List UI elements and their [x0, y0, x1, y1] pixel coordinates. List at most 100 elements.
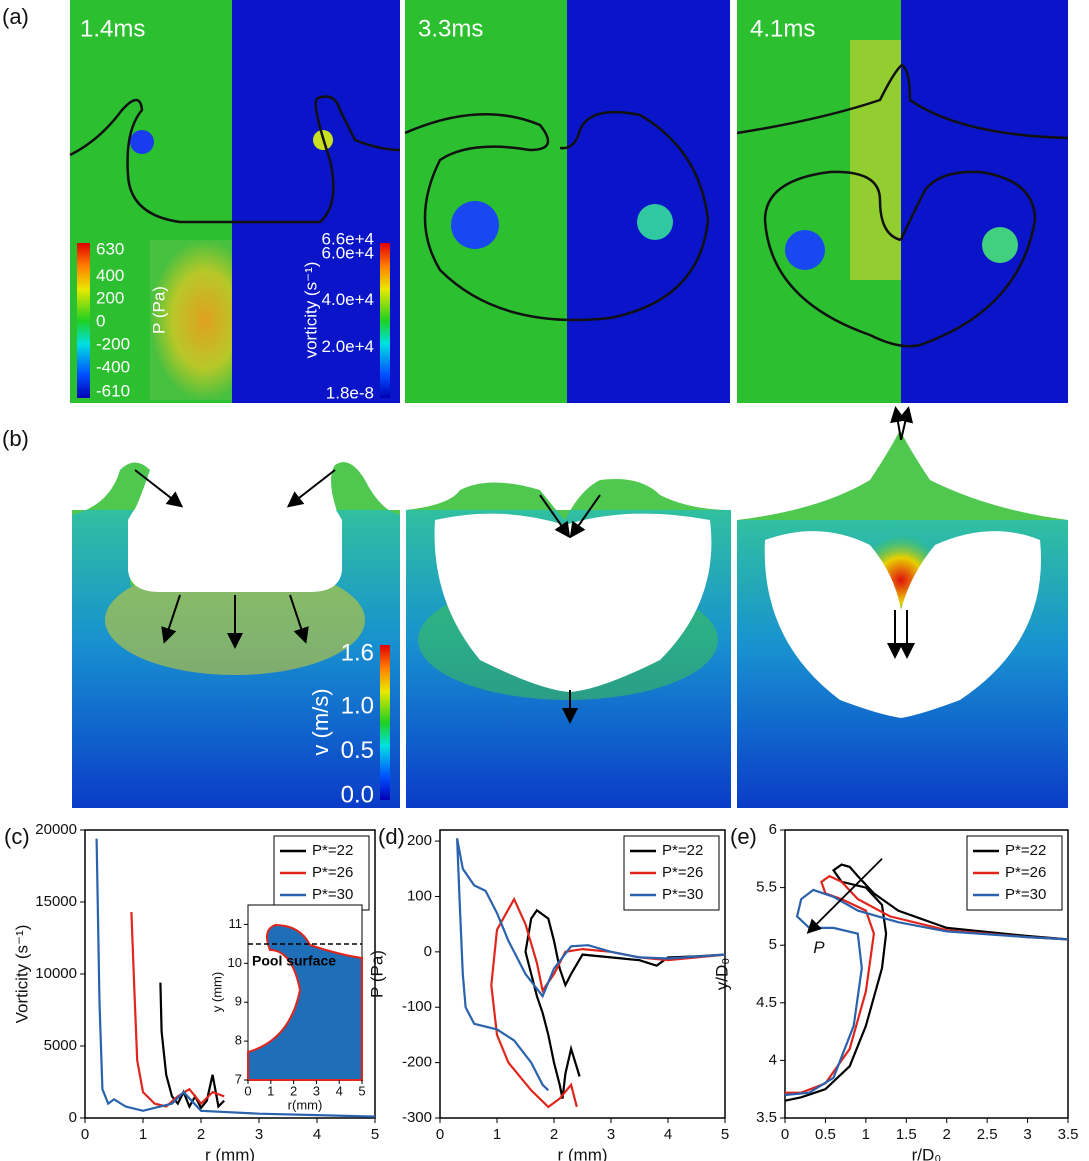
colorbar-tick-label: 6.6e+4 — [322, 229, 374, 248]
legend-label: P*=30 — [662, 886, 703, 903]
y-tick-label: 3.5 — [756, 1109, 777, 1126]
inset-x-tick-label: 4 — [336, 1083, 343, 1098]
inset-x-tick-label: 2 — [290, 1083, 297, 1098]
series-line — [130, 912, 225, 1108]
y-tick-label: 4 — [769, 1051, 777, 1068]
series-line — [95, 838, 376, 1118]
series-line — [784, 888, 1069, 1097]
inset-x-tick-label: 0 — [244, 1083, 251, 1098]
colorbar-tick-label: 400 — [96, 266, 124, 285]
legend-label: P*=30 — [312, 886, 353, 903]
x-tick-label: 3 — [1023, 1126, 1031, 1143]
x-tick-label: 1.5 — [896, 1126, 917, 1143]
y-tick-label: 100 — [407, 887, 432, 904]
colorbar-tick-label: 0.0 — [341, 781, 374, 808]
panel-label: (e) — [730, 824, 757, 849]
series-line — [490, 896, 726, 1109]
inset-y-tick-label: 8 — [235, 1033, 242, 1048]
legend-label: P*=26 — [1005, 864, 1046, 881]
series-line — [524, 908, 726, 1099]
legend-label: P*=22 — [312, 842, 353, 859]
y-tick-label: 6 — [769, 821, 777, 838]
inset-y-tick-label: 9 — [235, 994, 242, 1009]
colorbar-label: v (m/s) — [308, 688, 333, 755]
colorbar-tick-label: 1.0 — [341, 693, 374, 720]
x-tick-label: 2.5 — [977, 1126, 998, 1143]
time-label: 1.4ms — [80, 15, 145, 42]
colorbar-tick-label: 630 — [96, 239, 124, 258]
legend-label: P*=26 — [662, 864, 703, 881]
inset-x-label: r(mm) — [288, 1097, 323, 1112]
x-tick-label: 0 — [781, 1126, 789, 1143]
inset-y-tick-label: 11 — [229, 916, 243, 931]
colorbar-tick-label: 2.0e+4 — [322, 337, 374, 356]
y-tick-label: 5000 — [44, 1037, 77, 1054]
plot-frame — [784, 829, 1069, 1119]
x-tick-label: 0 — [81, 1126, 89, 1143]
time-label: 4.1ms — [750, 15, 815, 42]
x-axis-label: r (mm) — [205, 1145, 255, 1161]
colorbar-tick-label: 4.0e+4 — [322, 290, 374, 309]
inset-liquid — [247, 923, 363, 1081]
inset-y-tick-label: 7 — [235, 1071, 242, 1086]
x-tick-label: 0 — [436, 1126, 444, 1143]
annotation-arrow — [806, 858, 883, 934]
x-tick-label: 3.5 — [1058, 1126, 1079, 1143]
y-tick-label: 20000 — [35, 821, 77, 838]
colorbar-tick-label: -610 — [96, 381, 130, 400]
annotation-label: P — [813, 938, 825, 957]
x-axis-label: r (mm) — [557, 1145, 607, 1161]
y-tick-label: 15000 — [35, 893, 77, 910]
x-tick-label: 5 — [721, 1126, 729, 1143]
x-tick-label: 3 — [255, 1126, 263, 1143]
colorbar-tick-label: 1.8e-8 — [326, 383, 374, 402]
series-line — [159, 982, 225, 1110]
y-axis-label: P (Pa) — [367, 950, 386, 998]
colorbar-label: vorticity (s⁻¹) — [301, 262, 320, 359]
colorbar-tick-label: 0.5 — [341, 737, 374, 764]
inset-x-tick-label: 1 — [267, 1083, 274, 1098]
x-tick-label: 1 — [493, 1126, 501, 1143]
legend-label: P*=22 — [662, 842, 703, 859]
colorbar-tick-label: 6.0e+4 — [322, 243, 374, 262]
x-tick-label: 2 — [943, 1126, 951, 1143]
inset-x-tick-label: 3 — [313, 1083, 320, 1098]
y-tick-label: 5.5 — [756, 879, 777, 896]
inset-y-tick-label: 10 — [228, 955, 242, 970]
x-tick-label: 1 — [139, 1126, 147, 1143]
colorbar-tick-label: 0 — [96, 312, 105, 331]
time-label: 3.3ms — [418, 15, 483, 42]
x-tick-label: 3 — [607, 1126, 615, 1143]
panel-label: (a) — [2, 4, 29, 29]
colorbar-tick-label: 200 — [96, 289, 124, 308]
y-tick-label: 5 — [769, 936, 777, 953]
legend-label: P*=30 — [1005, 886, 1046, 903]
panel-label: (d) — [378, 824, 405, 849]
x-axis-label: r/D₀ — [912, 1145, 942, 1161]
velocity-snapshots — [72, 406, 1068, 808]
inset-annotation: Pool surface — [252, 953, 336, 969]
x-tick-label: 0.5 — [815, 1126, 836, 1143]
x-tick-label: 4 — [664, 1126, 672, 1143]
colorbar-tick-label: -200 — [96, 335, 130, 354]
inset-y-label: y (mm) — [209, 972, 224, 1012]
x-tick-label: 2 — [550, 1126, 558, 1143]
x-tick-label: 2 — [197, 1126, 205, 1143]
x-tick-label: 4 — [313, 1126, 321, 1143]
y-tick-label: 4.5 — [756, 994, 777, 1011]
legend-label: P*=26 — [312, 864, 353, 881]
y-axis-label: Vorticity (s⁻¹) — [12, 925, 31, 1024]
plot-frame — [439, 829, 726, 1119]
series-line — [456, 838, 726, 1092]
panel-label: (b) — [2, 426, 29, 451]
pressure-snapshots — [69, 0, 1069, 403]
y-tick-label: 0 — [424, 943, 432, 960]
y-tick-label: 10000 — [35, 965, 77, 982]
y-tick-label: -200 — [402, 1054, 432, 1071]
y-axis-label: y/D₀ — [712, 958, 731, 991]
legend-label: P*=22 — [1005, 842, 1046, 859]
inset-x-tick-label: 5 — [358, 1083, 365, 1098]
y-tick-label: 200 — [407, 832, 432, 849]
colorbar-tick-label: -400 — [96, 357, 130, 376]
